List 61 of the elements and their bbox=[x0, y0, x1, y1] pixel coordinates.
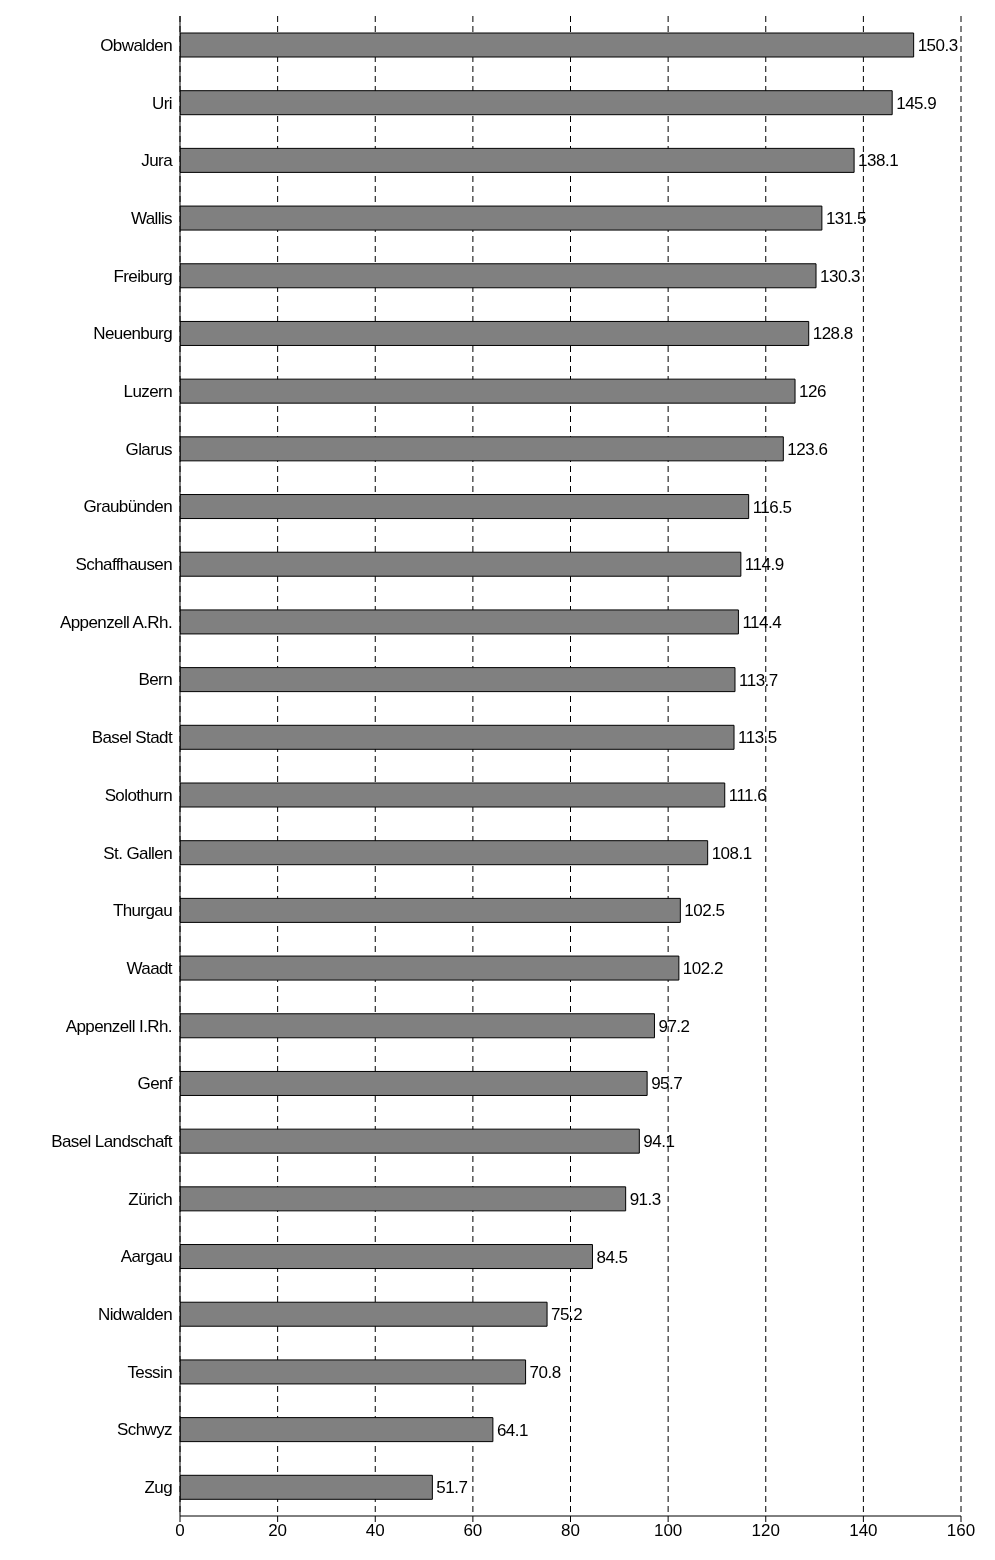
y-tick-label: Nidwalden bbox=[98, 1305, 173, 1325]
y-tick-label: Luzern bbox=[123, 382, 173, 402]
y-tick-label: St. Gallen bbox=[103, 843, 173, 863]
x-tick-label: 140 bbox=[849, 1521, 878, 1541]
y-tick-label: Genf bbox=[137, 1074, 173, 1094]
data-label: 111.6 bbox=[728, 786, 767, 806]
data-label: 51.7 bbox=[436, 1478, 468, 1498]
y-tick-label: Neuenburg bbox=[93, 324, 173, 344]
y-tick-label: Aargau bbox=[120, 1247, 173, 1267]
y-tick-label: Appenzell A.Rh. bbox=[60, 612, 172, 632]
y-tick-label: Schaffhausen bbox=[75, 555, 173, 575]
y-tick-label: Basel Landschaft bbox=[51, 1132, 173, 1152]
y-tick-label: Zug bbox=[144, 1478, 173, 1498]
data-label: 64.1 bbox=[496, 1420, 529, 1440]
data-label: 91.3 bbox=[629, 1189, 661, 1209]
data-label: 116.5 bbox=[752, 497, 792, 517]
data-label: 113.5 bbox=[738, 728, 777, 748]
x-tick-label: 40 bbox=[365, 1521, 385, 1541]
data-label: 84.5 bbox=[596, 1247, 628, 1267]
y-tick-label: Basel Stadt bbox=[91, 728, 173, 748]
data-label: 150.3 bbox=[917, 36, 958, 56]
data-label: 138.1 bbox=[858, 151, 899, 171]
y-tick-label: Freiburg bbox=[113, 266, 173, 286]
data-label: 114.4 bbox=[742, 612, 782, 632]
data-label: 145.9 bbox=[896, 93, 937, 113]
y-tick-label: Graubünden bbox=[83, 497, 173, 517]
x-tick-label: 20 bbox=[268, 1521, 288, 1541]
y-tick-label: Tessin bbox=[127, 1362, 173, 1382]
data-label: 70.8 bbox=[529, 1362, 561, 1382]
y-tick-label: Uri bbox=[152, 93, 172, 113]
x-tick-label: 120 bbox=[751, 1521, 780, 1541]
x-tick-label: 60 bbox=[463, 1521, 483, 1541]
data-label: 131.5 bbox=[825, 209, 866, 229]
y-tick-label: Zürich bbox=[128, 1189, 173, 1209]
data-label: 114.9 bbox=[744, 555, 784, 575]
y-tick-label: Solothurn bbox=[104, 785, 173, 805]
x-tick-label: 0 bbox=[175, 1521, 185, 1541]
y-tick-label: Thurgau bbox=[112, 901, 173, 921]
data-label: 108.1 bbox=[711, 843, 752, 863]
y-tick-label: Bern bbox=[138, 670, 173, 690]
y-tick-label: Schwyz bbox=[117, 1420, 173, 1440]
data-label: 128.8 bbox=[812, 324, 853, 344]
data-label: 75.2 bbox=[551, 1305, 583, 1325]
y-tick-label: Obwalden bbox=[100, 35, 173, 55]
y-tick-label: Jura bbox=[141, 151, 174, 171]
y-tick-label: Wallis bbox=[130, 208, 173, 228]
data-label: 102.5 bbox=[684, 901, 725, 921]
x-tick-label: 100 bbox=[653, 1521, 683, 1541]
data-label: 97.2 bbox=[658, 1016, 690, 1036]
y-tick-label: Waadt bbox=[126, 958, 173, 978]
y-tick-label: Appenzell I.Rh. bbox=[65, 1016, 172, 1036]
data-label: 95.7 bbox=[651, 1074, 683, 1094]
data-label: 123.6 bbox=[787, 439, 828, 459]
data-label: 113.7 bbox=[739, 670, 778, 690]
data-label: 102.2 bbox=[682, 959, 723, 979]
data-label: 126 bbox=[799, 382, 826, 402]
data-label: 130.3 bbox=[820, 266, 861, 286]
y-tick-label: Glarus bbox=[125, 439, 173, 459]
x-tick-label: 80 bbox=[561, 1521, 580, 1541]
data-label: 94.1 bbox=[643, 1132, 675, 1152]
x-tick-label: 160 bbox=[946, 1521, 976, 1541]
